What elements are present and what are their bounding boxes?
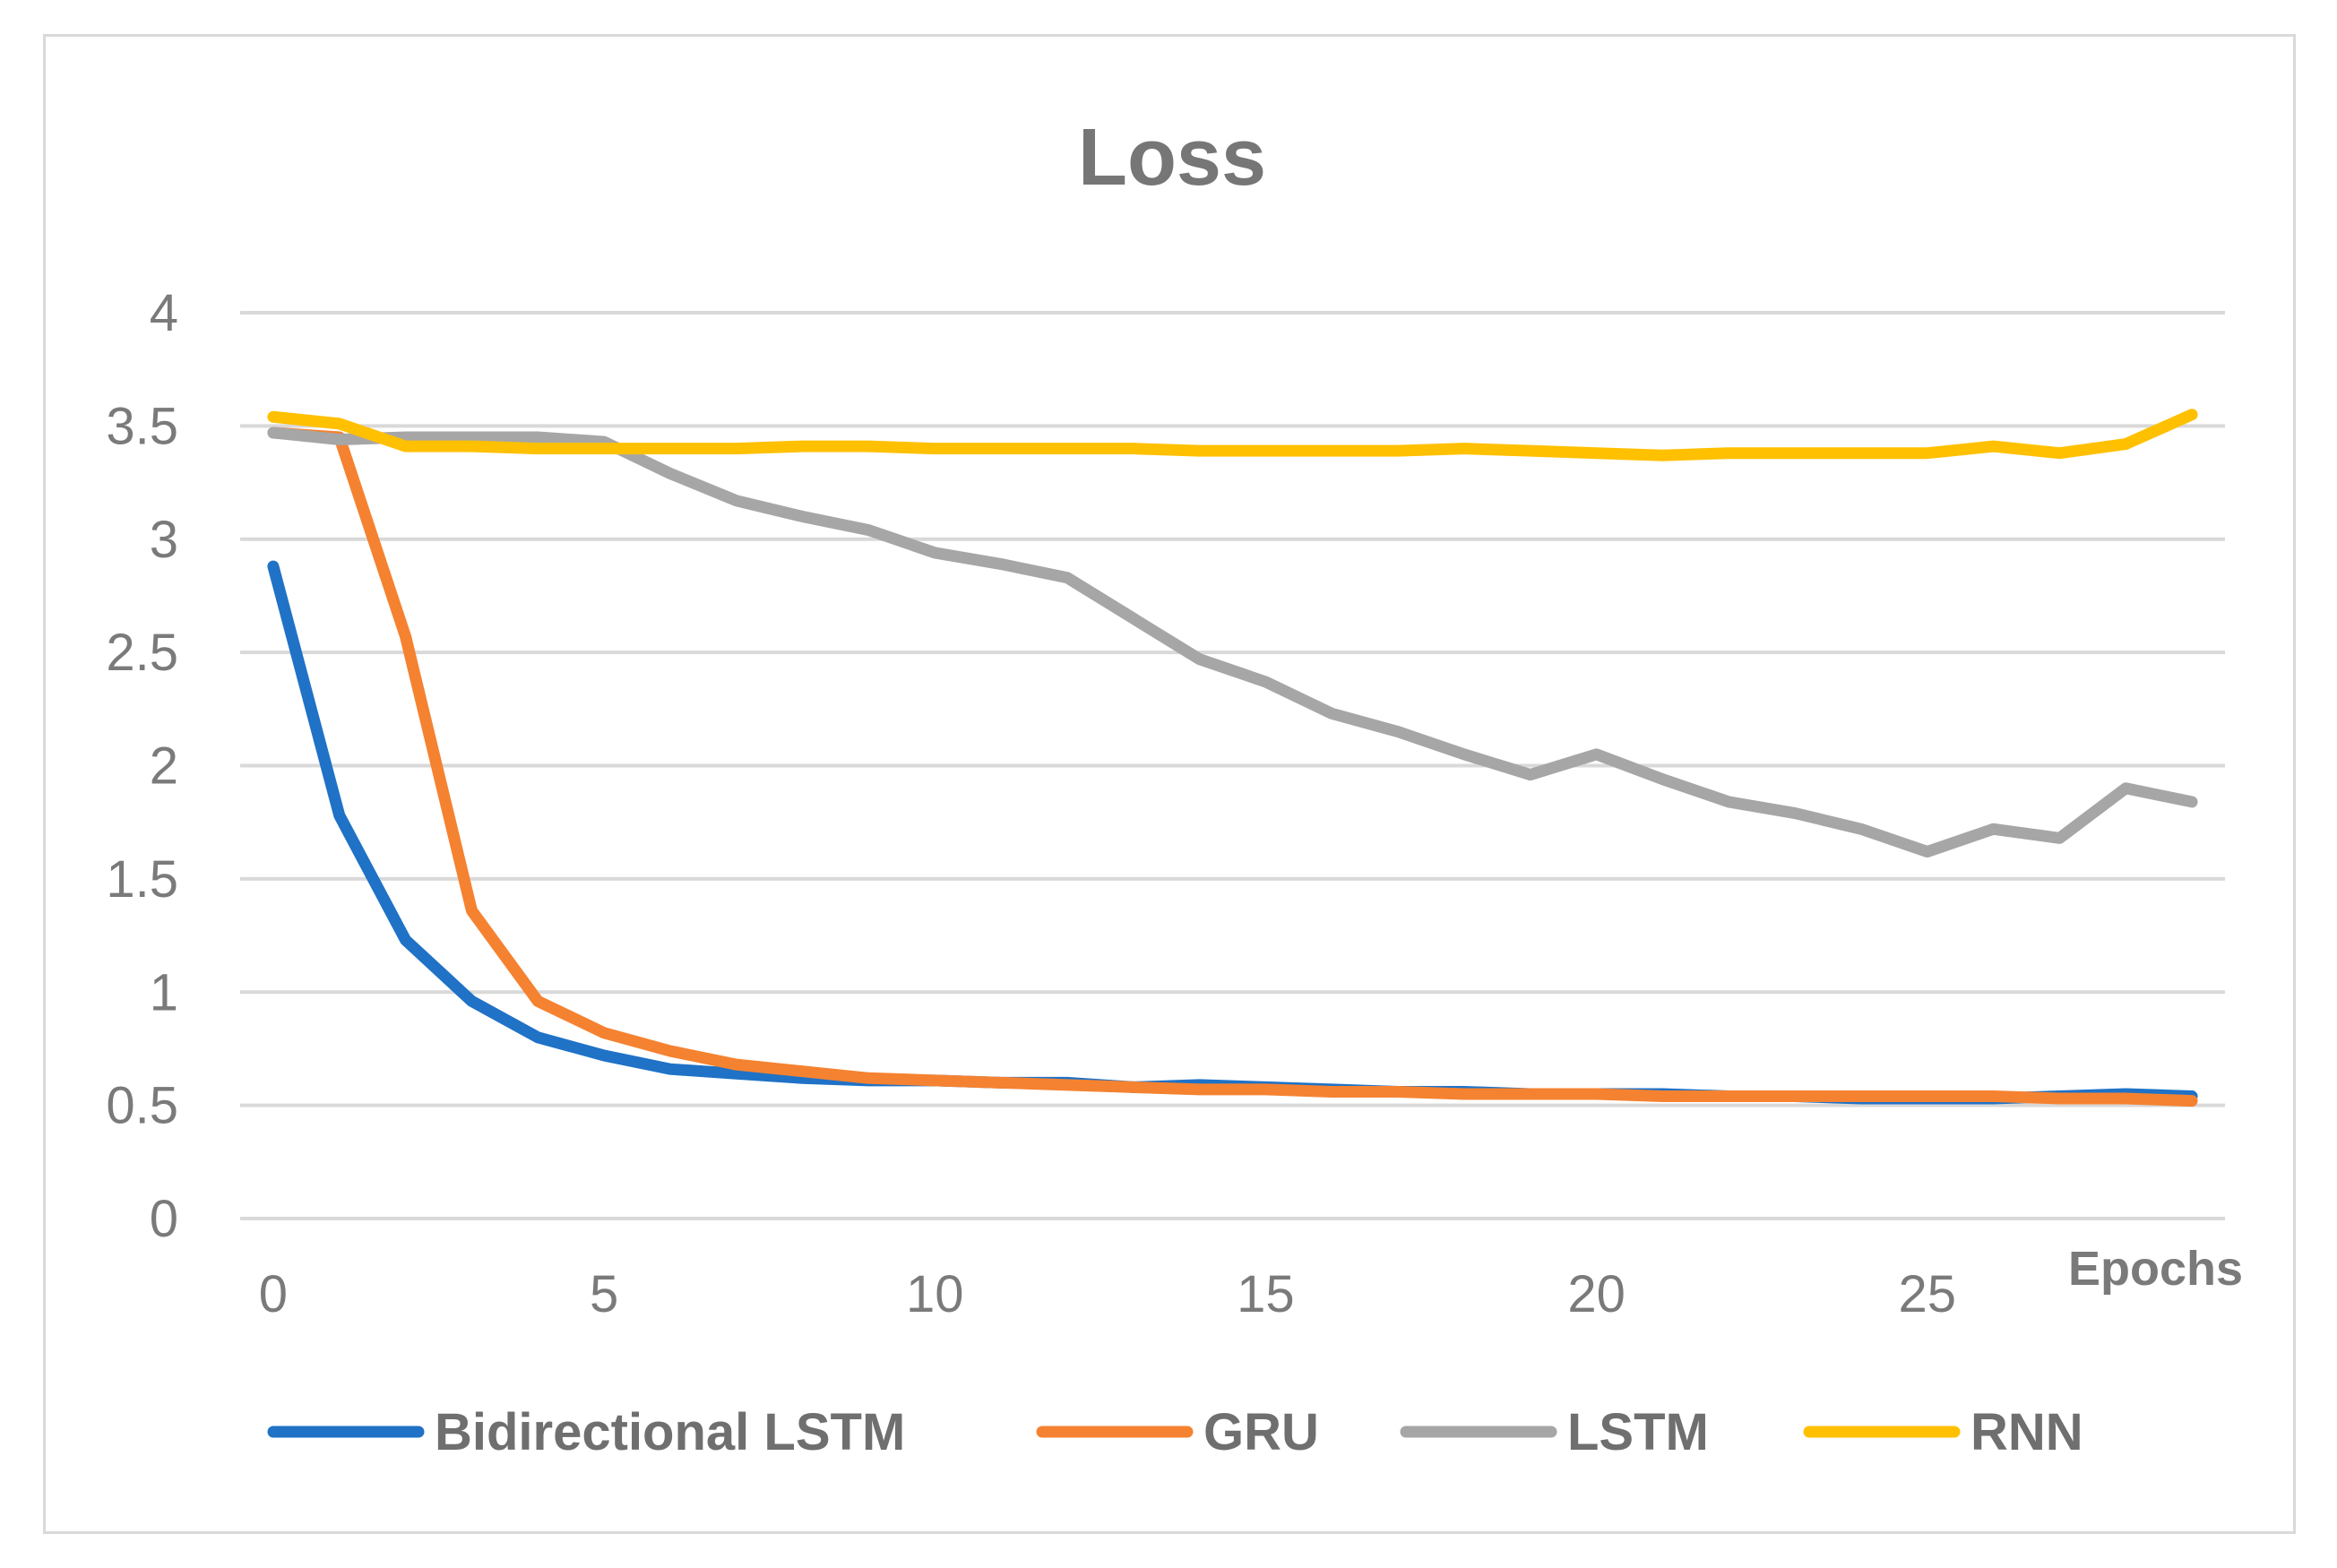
y-tick-label: 1 bbox=[150, 963, 178, 1021]
legend-item-bidirectional-lstm: Bidirectional LSTM bbox=[267, 1403, 905, 1461]
y-tick-label: 3 bbox=[150, 511, 178, 569]
legend-item-lstm: LSTM bbox=[1400, 1403, 1709, 1461]
x-axis-ticks: 0 5 10 15 20 25 bbox=[259, 1265, 1956, 1323]
y-tick-label: 4 bbox=[150, 284, 178, 342]
y-tick-label: 2.5 bbox=[106, 624, 178, 682]
gridlines bbox=[240, 311, 2225, 1220]
line-chart: Loss 0 0.5 1 1.5 2 2.5 3 3.5 4 0 5 10 15 20 25 Epochs… bbox=[106, 113, 2243, 1461]
x-axis-label: Epochs bbox=[2068, 1242, 2243, 1296]
x-tick-label: 0 bbox=[259, 1265, 288, 1323]
legend-label: Bidirectional LSTM bbox=[435, 1403, 905, 1461]
x-tick-label: 15 bbox=[1237, 1265, 1295, 1323]
legend-item-rnn: RNN bbox=[1803, 1403, 2083, 1461]
x-tick-label: 10 bbox=[906, 1265, 964, 1323]
legend-label: GRU bbox=[1203, 1403, 1319, 1461]
y-axis-ticks: 0 0.5 1 1.5 2 2.5 3 3.5 4 bbox=[106, 284, 178, 1248]
y-tick-label: 1.5 bbox=[106, 850, 178, 909]
x-tick-label: 5 bbox=[590, 1265, 618, 1323]
legend: Bidirectional LSTM GRU LSTM RNN bbox=[267, 1403, 2083, 1461]
y-tick-label: 0 bbox=[150, 1190, 178, 1248]
x-tick-label: 20 bbox=[1567, 1265, 1626, 1323]
series-line-lstm bbox=[267, 426, 2198, 858]
chart-frame: Loss 0 0.5 1 1.5 2 2.5 3 3.5 4 0 5 10 15 20 25 Epochs… bbox=[43, 34, 2296, 1534]
series-line-rnn bbox=[267, 409, 2198, 461]
legend-item-gru: GRU bbox=[1036, 1403, 1319, 1461]
chart-title: Loss bbox=[1078, 113, 1266, 202]
y-tick-label: 0.5 bbox=[106, 1077, 178, 1135]
x-tick-label: 25 bbox=[1898, 1265, 1956, 1323]
legend-label: RNN bbox=[1970, 1403, 2083, 1461]
series-line-gru bbox=[267, 426, 2198, 1107]
y-tick-label: 2 bbox=[150, 737, 178, 796]
legend-label: LSTM bbox=[1567, 1403, 1709, 1461]
series-lines bbox=[267, 409, 2198, 1107]
y-tick-label: 3.5 bbox=[106, 397, 178, 455]
